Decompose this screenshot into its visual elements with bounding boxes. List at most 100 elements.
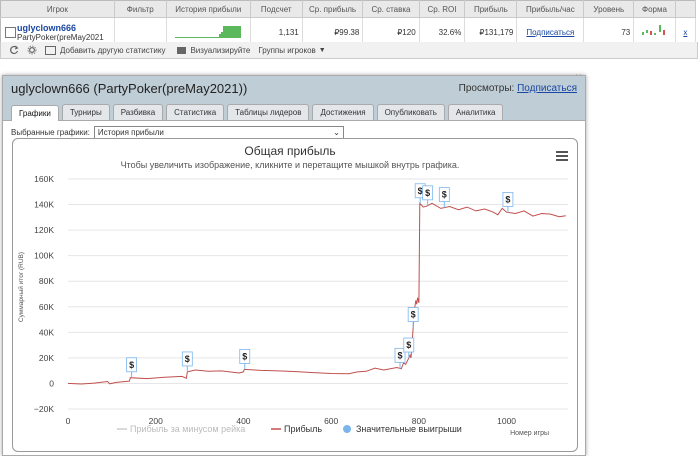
x-tick-label: 200: [149, 416, 163, 426]
y-tick-label: 120K: [34, 225, 54, 235]
tab-tournaments[interactable]: Турниры: [61, 104, 110, 120]
legend-profit[interactable]: Прибыль: [284, 424, 322, 434]
col-header-profit[interactable]: Прибыль: [464, 0, 518, 18]
y-tick-label: −20K: [34, 404, 54, 414]
svg-text:$: $: [505, 194, 510, 204]
col-header-level[interactable]: Уровень: [583, 0, 635, 18]
x-tick-label: 600: [324, 416, 338, 426]
col-header-filter[interactable]: Фильтр: [114, 0, 167, 18]
profit-history-sparkline-cell: [166, 17, 251, 47]
x-axis-ticks: 0 200 400 600 800 1000: [66, 416, 517, 426]
big-win-marker[interactable]: $: [181, 351, 193, 372]
avg-profit-value: ₽99.38: [302, 17, 364, 47]
player-cell: uglyclown666 PartyPoker(preMay2021: [0, 17, 115, 47]
profit-sparkline: [175, 26, 242, 38]
big-win-marker[interactable]: $: [407, 307, 419, 328]
col-header-count[interactable]: Подсчет: [250, 0, 303, 18]
tab-charts[interactable]: Графики: [11, 105, 59, 121]
chart-container: Общая прибыль Чтобы увеличить изображени…: [12, 138, 578, 452]
y-tick-label: 160K: [34, 174, 54, 184]
y-tick-label: 0: [49, 378, 54, 388]
big-win-marker[interactable]: $: [394, 347, 406, 369]
big-win-marker[interactable]: $: [502, 192, 514, 213]
remove-cell: x: [675, 17, 697, 47]
chart-series: [67, 202, 566, 385]
svg-text:$: $: [411, 310, 416, 320]
col-header-avg-stake[interactable]: Ср. ставка: [362, 0, 420, 18]
tab-statistics[interactable]: Статистика: [166, 104, 225, 120]
y-tick-label: 80K: [39, 276, 54, 286]
chart-selector-value: История прибыли: [97, 128, 164, 137]
views-subscribe-link[interactable]: Подписаться: [517, 82, 577, 94]
x-tick-label: 800: [412, 416, 426, 426]
remove-row-button[interactable]: x: [683, 27, 688, 37]
svg-text:$: $: [185, 354, 190, 364]
svg-text:$: $: [406, 340, 411, 350]
svg-text:$: $: [442, 190, 447, 200]
tab-publish[interactable]: Опубликовать: [376, 104, 445, 120]
svg-text:$: $: [242, 351, 247, 361]
svg-text:$: $: [418, 186, 423, 196]
big-win-marker[interactable]: $: [403, 337, 415, 359]
y-axis-label: Суммарный итог (RUB): [17, 252, 25, 322]
avg-stake-value: ₽120: [362, 17, 420, 47]
svg-text:$: $: [398, 350, 403, 360]
x-tick-label: 400: [236, 416, 250, 426]
views-label: Просмотры:: [458, 82, 515, 94]
player-groups-label: Группы игроков: [258, 45, 316, 55]
player-name-link[interactable]: uglyclown666: [17, 22, 77, 33]
y-tick-label: 20K: [39, 353, 54, 363]
tab-leaderboards[interactable]: Таблицы лидеров: [227, 104, 310, 120]
y-tick-label: 140K: [34, 200, 54, 210]
player-site: PartyPoker(preMay2021: [17, 32, 104, 42]
col-header-remove: [675, 0, 697, 18]
panel-tabs: Графики Турниры Разбивка Статистика Табл…: [3, 100, 585, 121]
add-stats-label: Добавить другую статистику: [60, 45, 166, 55]
col-header-avg-roi[interactable]: Ср. ROI: [419, 0, 466, 18]
legend-swatch-big-wins: [343, 425, 351, 433]
big-win-marker[interactable]: $: [422, 185, 434, 206]
filter-cell[interactable]: [114, 17, 167, 47]
add-stats-button[interactable]: Добавить другую статистику: [45, 45, 166, 55]
big-win-marker[interactable]: $: [438, 187, 450, 208]
menu-icon[interactable]: [556, 151, 568, 161]
tab-breakdown[interactable]: Разбивка: [112, 104, 164, 120]
series-line-profit[interactable]: [67, 202, 566, 385]
x-axis-label: Номер игры: [510, 430, 549, 437]
image-icon: [177, 46, 187, 54]
chart-subtitle: Чтобы увеличить изображение, кликните и …: [121, 160, 460, 170]
legend-big-wins[interactable]: Значительные выигрыши: [356, 424, 462, 434]
player-panel: uglyclown666 (PartyPoker(preMay2021)) Пр…: [2, 75, 586, 456]
row-checkbox[interactable]: [5, 27, 16, 38]
big-win-marker[interactable]: $: [126, 357, 137, 378]
avg-roi-value: 32.6%: [419, 17, 466, 47]
y-axis-ticks: 160K 140K 120K 100K 80K 60K 40K 20K 0 −20K: [34, 174, 54, 414]
big-win-marker[interactable]: $: [239, 349, 251, 370]
col-header-player[interactable]: Игрок: [0, 0, 115, 18]
visualize-label: Визуализируйте: [190, 45, 251, 55]
col-header-profit-per-hour[interactable]: Прибыль/час: [516, 0, 585, 18]
settings-icon[interactable]: [27, 45, 37, 55]
tab-analytics[interactable]: Аналитика: [447, 104, 504, 120]
table-icon: [45, 45, 56, 55]
visualize-button[interactable]: Визуализируйте: [177, 46, 250, 55]
level-value: 73: [583, 17, 635, 47]
x-tick-label: 0: [66, 416, 71, 426]
y-tick-label: 40K: [39, 327, 54, 337]
profit-chart[interactable]: Общая прибыль Чтобы увеличить изображени…: [13, 139, 577, 451]
form-sparkline: [642, 25, 666, 35]
subscribe-link[interactable]: Подписаться: [526, 27, 575, 37]
col-header-profit-history[interactable]: История прибыли: [166, 0, 251, 18]
tab-achievements[interactable]: Достижения: [312, 104, 374, 120]
player-groups-dropdown[interactable]: Группы игроков ▼: [258, 46, 325, 55]
table-header-row: Игрок Фильтр История прибыли Подсчет Ср.…: [0, 0, 697, 18]
col-header-form[interactable]: Форма: [633, 0, 676, 18]
count-value: 1,131: [250, 17, 303, 47]
y-tick-label: 60K: [39, 302, 54, 312]
refresh-icon[interactable]: [9, 45, 19, 55]
profit-per-hour-cell: Подписаться: [516, 17, 585, 47]
big-win-markers: $$ $ $$$$ $ $ $: [126, 183, 514, 378]
legend-net-profit[interactable]: Прибыль за минусом рейка: [130, 424, 245, 434]
col-header-avg-profit[interactable]: Ср. прибыль: [302, 0, 364, 18]
chevron-down-icon: ⌄: [333, 128, 340, 137]
